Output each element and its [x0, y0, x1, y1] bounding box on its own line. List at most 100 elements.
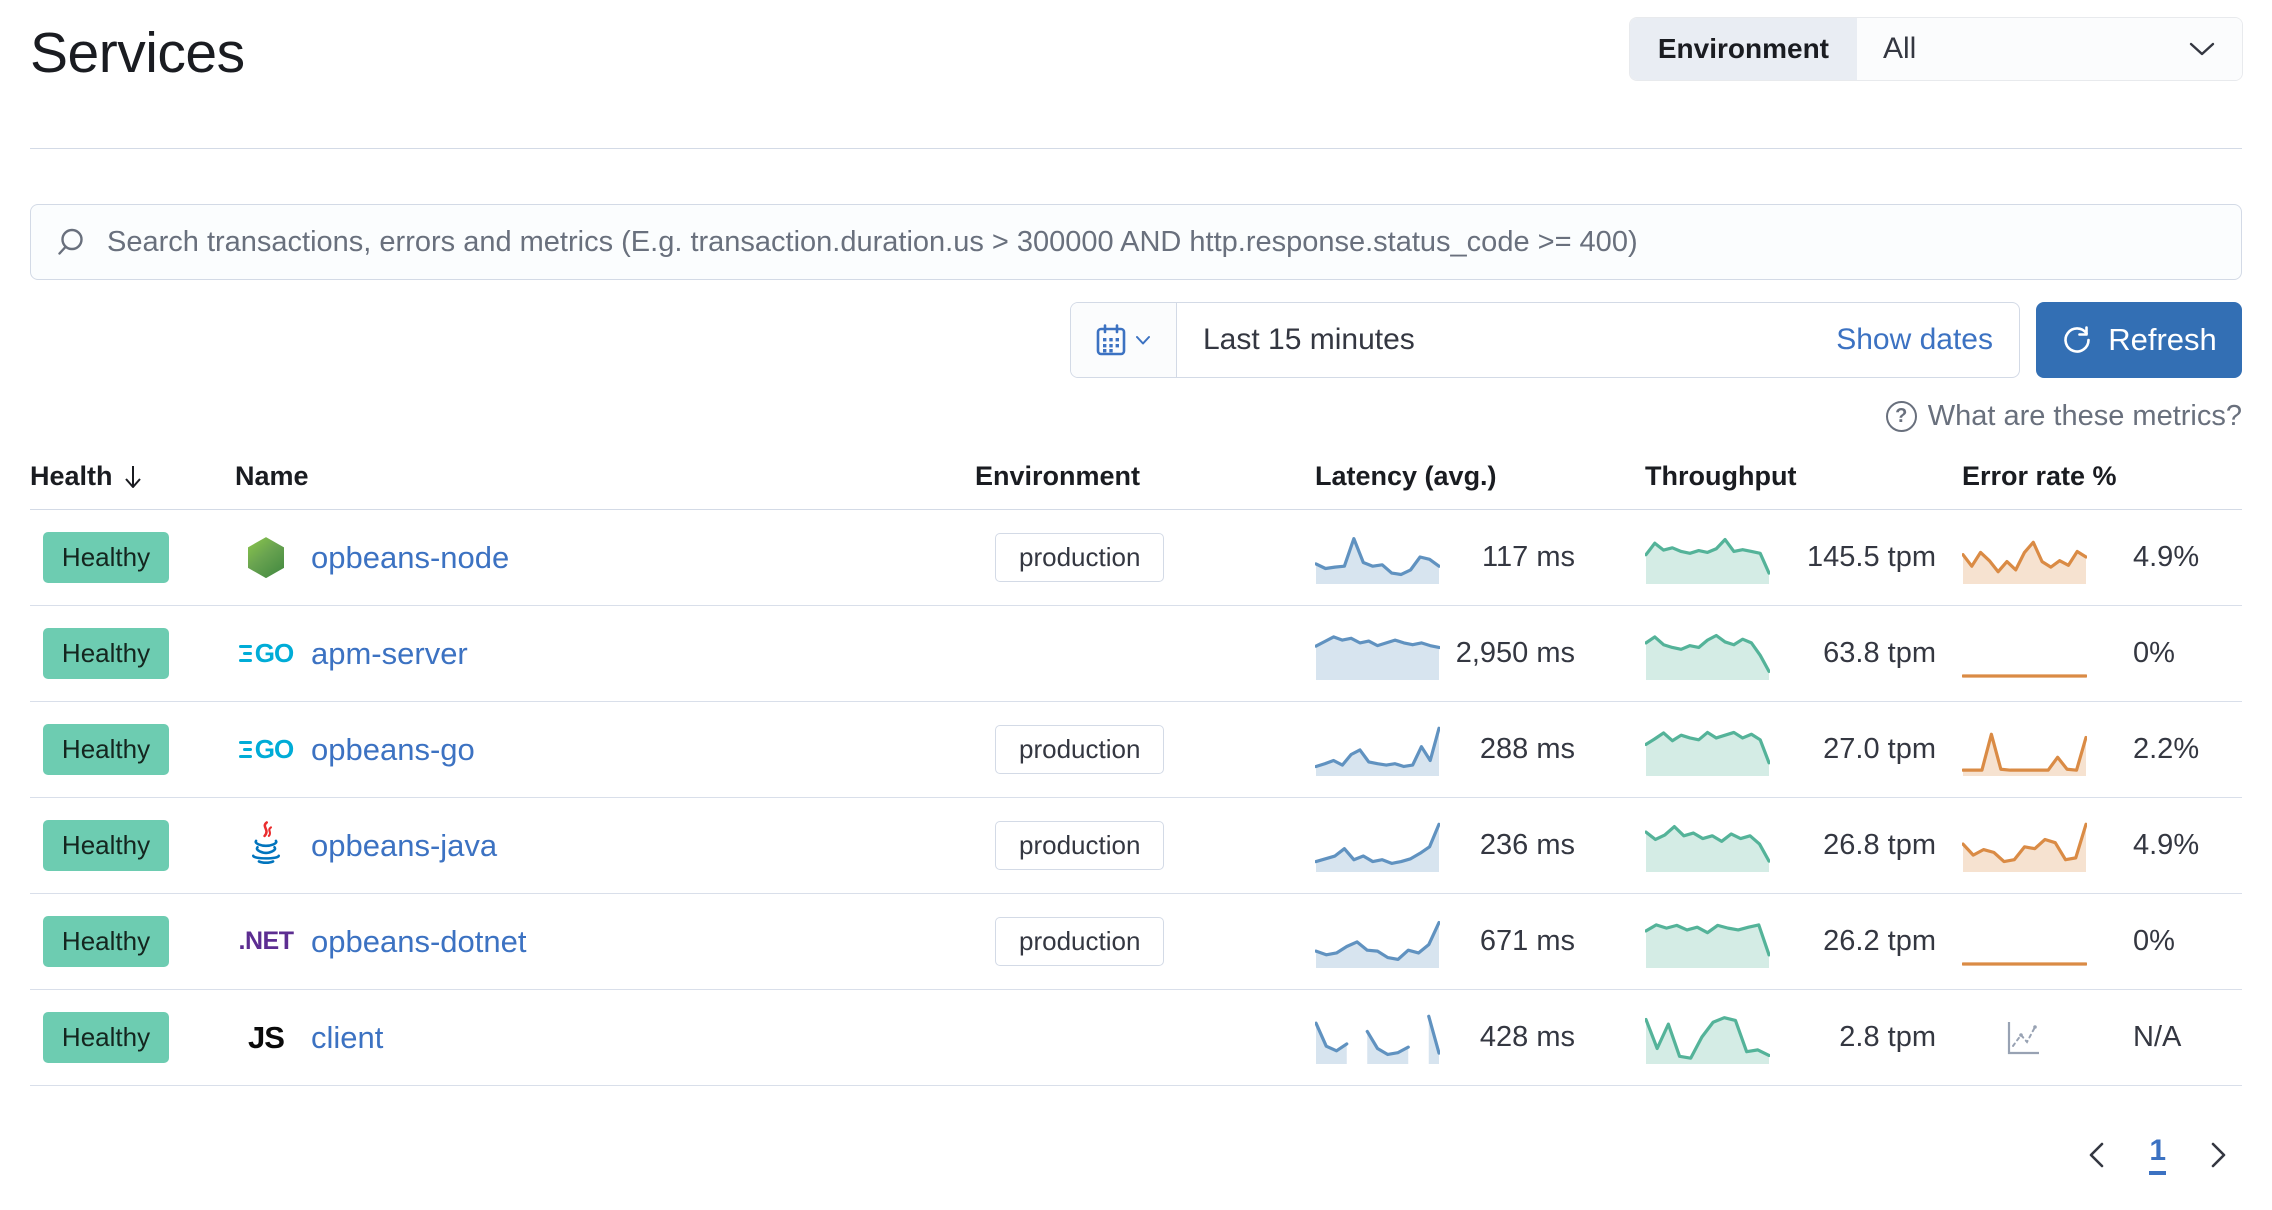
error-rate-value: N/A	[2133, 1021, 2182, 1054]
error-rate-sparkline	[1962, 818, 2087, 873]
go-icon: GO	[238, 638, 294, 669]
date-quick-select-button[interactable]	[1071, 303, 1177, 378]
next-page-button[interactable]	[2210, 1141, 2228, 1169]
table-header-row: Health Name Environment Latency (avg.) T…	[30, 447, 2242, 511]
error-rate-sparkline	[1962, 914, 2087, 969]
latency-value: 2,950 ms	[1455, 637, 1575, 670]
metrics-help-label: What are these metrics?	[1927, 400, 2242, 433]
latency-cell: 671 ms	[1290, 914, 1600, 969]
no-chart-data-icon	[2007, 1021, 2039, 1054]
error-rate-cell: 4.9%	[1950, 530, 2242, 585]
page-number-1[interactable]: 1	[2149, 1134, 2166, 1176]
service-link[interactable]: opbeans-java	[311, 827, 498, 863]
latency-sparkline	[1314, 722, 1441, 777]
name-cell: opbeans-node	[235, 537, 975, 579]
agent-icon-slot: GO	[238, 734, 294, 765]
error-rate-sparkline	[1962, 530, 2087, 585]
throughput-value: 26.8 tpm	[1823, 829, 1936, 862]
column-header-error-rate[interactable]: Error rate %	[1962, 461, 2117, 492]
name-cell: GO opbeans-go	[235, 732, 975, 768]
pagination: 1	[30, 1134, 2242, 1176]
health-cell: Healthy	[30, 532, 235, 584]
environment-badge: production	[995, 917, 1165, 967]
agent-icon-slot: JS	[243, 1020, 289, 1056]
health-badge: Healthy	[43, 724, 169, 776]
apm-services-page: Services Environment All Last 15 minutes…	[30, 18, 2242, 1176]
error-rate-sparkline	[1962, 722, 2087, 777]
services-table: Health Name Environment Latency (avg.) T…	[30, 447, 2242, 1087]
name-cell: JS client	[235, 1020, 975, 1056]
date-range-display[interactable]: Last 15 minutes Show dates	[1177, 303, 2019, 377]
environment-filter-selected: All	[1883, 32, 1917, 65]
calendar-icon	[1096, 324, 1126, 356]
service-link[interactable]: apm-server	[311, 635, 468, 671]
latency-value: 288 ms	[1479, 733, 1575, 766]
agent-icon-slot	[243, 821, 289, 870]
column-header-environment[interactable]: Environment	[975, 461, 1141, 492]
agent-icon-slot: .NET	[239, 927, 294, 956]
page-title: Services	[30, 21, 245, 85]
column-header-health[interactable]: Health	[30, 461, 235, 492]
refresh-button-label: Refresh	[2108, 322, 2217, 358]
environment-filter-label: Environment	[1629, 18, 1857, 80]
error-rate-cell: N/A	[1950, 1010, 2242, 1065]
service-link[interactable]: opbeans-node	[311, 539, 510, 575]
throughput-cell: 63.8 tpm	[1600, 626, 1950, 681]
throughput-value: 63.8 tpm	[1823, 637, 1936, 670]
throughput-sparkline	[1644, 914, 1771, 969]
column-header-throughput[interactable]: Throughput	[1645, 461, 1797, 492]
health-cell: Healthy	[30, 916, 235, 968]
agent-icon-slot: GO	[238, 638, 294, 669]
latency-sparkline	[1314, 626, 1441, 681]
table-row: Healthy GO apm-server 2,950 ms 63.8 tpm …	[30, 606, 2242, 703]
health-badge: Healthy	[43, 916, 169, 968]
chevron-left-icon	[2090, 1142, 2104, 1167]
name-cell: opbeans-java	[235, 821, 975, 870]
refresh-button[interactable]: Refresh	[2036, 302, 2242, 379]
search-row	[30, 204, 2242, 281]
sort-arrow-down-icon	[124, 465, 141, 488]
throughput-sparkline	[1644, 626, 1771, 681]
error-rate-value: 4.9%	[2133, 541, 2200, 574]
column-header-latency[interactable]: Latency (avg.)	[1315, 461, 1497, 492]
environment-badge: production	[995, 821, 1165, 871]
latency-cell: 117 ms	[1290, 530, 1600, 585]
header-divider	[30, 148, 2242, 150]
health-cell: Healthy	[30, 628, 235, 680]
show-dates-link[interactable]: Show dates	[1836, 323, 1993, 357]
service-link[interactable]: opbeans-go	[311, 731, 475, 767]
service-link[interactable]: client	[311, 1019, 384, 1055]
table-row: Healthy GO opbeans-go production 288 ms …	[30, 702, 2242, 799]
table-row: Healthy JS client 428 ms 2.8 tpm N/A	[30, 990, 2242, 1087]
metrics-help-link[interactable]: ? What are these metrics?	[30, 400, 2242, 433]
environment-filter-select[interactable]: Environment All	[1629, 18, 2242, 80]
search-box	[30, 204, 2242, 281]
service-link[interactable]: opbeans-dotnet	[311, 923, 527, 959]
latency-cell: 288 ms	[1290, 722, 1600, 777]
environment-badge: production	[995, 533, 1165, 583]
health-badge: Healthy	[43, 532, 169, 584]
throughput-value: 27.0 tpm	[1823, 733, 1936, 766]
throughput-cell: 27.0 tpm	[1600, 722, 1950, 777]
health-cell: Healthy	[30, 1012, 235, 1064]
question-circle-icon: ?	[1885, 401, 1917, 433]
dotnet-icon: .NET	[238, 927, 294, 956]
environment-cell: production	[975, 821, 1290, 871]
search-input[interactable]	[105, 224, 2217, 260]
error-rate-cell: 0%	[1950, 626, 2242, 681]
js-icon: JS	[248, 1019, 285, 1055]
latency-cell: 2,950 ms	[1290, 626, 1600, 681]
previous-page-button[interactable]	[2087, 1141, 2105, 1169]
throughput-cell: 26.2 tpm	[1600, 914, 1950, 969]
column-header-name[interactable]: Name	[235, 461, 309, 492]
date-range-label: Last 15 minutes	[1203, 323, 1415, 357]
throughput-value: 26.2 tpm	[1823, 925, 1936, 958]
environment-cell: production	[975, 533, 1290, 583]
error-rate-value: 2.2%	[2133, 733, 2200, 766]
latency-sparkline	[1314, 530, 1441, 585]
error-rate-value: 0%	[2133, 637, 2175, 670]
latency-value: 117 ms	[1482, 541, 1575, 574]
throughput-value: 145.5 tpm	[1807, 541, 1936, 574]
throughput-sparkline	[1644, 530, 1771, 585]
java-icon	[249, 821, 283, 870]
